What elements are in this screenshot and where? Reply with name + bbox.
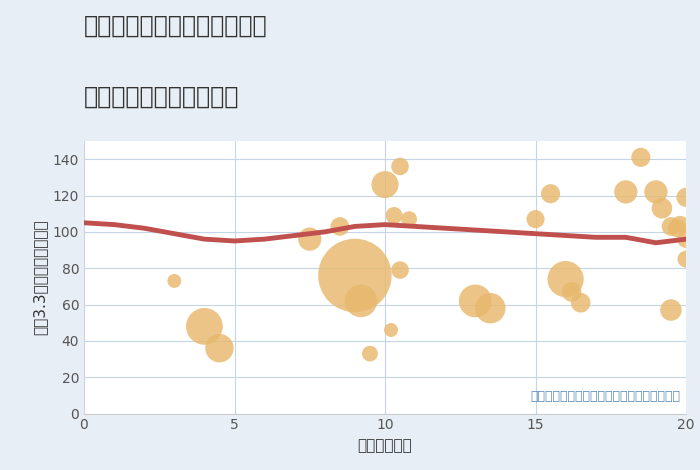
Point <box>620 188 631 196</box>
Point <box>214 345 225 352</box>
Point <box>304 235 315 243</box>
Point <box>674 221 685 228</box>
Point <box>680 235 692 243</box>
Point <box>484 305 496 312</box>
Point <box>665 223 676 230</box>
Point <box>575 299 587 306</box>
Point <box>403 215 414 223</box>
Point <box>545 190 556 197</box>
Point <box>470 297 481 305</box>
Point <box>395 163 406 170</box>
Point <box>169 277 180 285</box>
Text: 駅距離別中古戸建て価格: 駅距離別中古戸建て価格 <box>84 85 239 109</box>
Point <box>389 212 400 219</box>
Point <box>349 272 360 279</box>
Point <box>671 225 682 232</box>
Point <box>530 215 541 223</box>
Point <box>665 306 676 314</box>
Point <box>335 223 346 230</box>
Y-axis label: 坪（3.3㎡）単価（万円）: 坪（3.3㎡）単価（万円） <box>32 219 47 335</box>
Point <box>657 204 668 212</box>
Point <box>386 326 397 334</box>
Text: 福岡県福岡市西区今宿青木の: 福岡県福岡市西区今宿青木の <box>84 14 267 38</box>
Point <box>566 288 578 296</box>
Point <box>680 194 692 201</box>
Point <box>560 275 571 283</box>
Point <box>356 297 367 305</box>
Point <box>199 322 210 330</box>
Point <box>636 154 647 161</box>
Point <box>364 350 375 357</box>
X-axis label: 駅距離（分）: 駅距離（分） <box>358 438 412 453</box>
Point <box>395 266 406 274</box>
Point <box>379 181 391 188</box>
Point <box>650 188 662 196</box>
Point <box>680 255 692 263</box>
Text: 円の大きさは、取引のあった物件面積を示す: 円の大きさは、取引のあった物件面積を示す <box>530 390 680 403</box>
